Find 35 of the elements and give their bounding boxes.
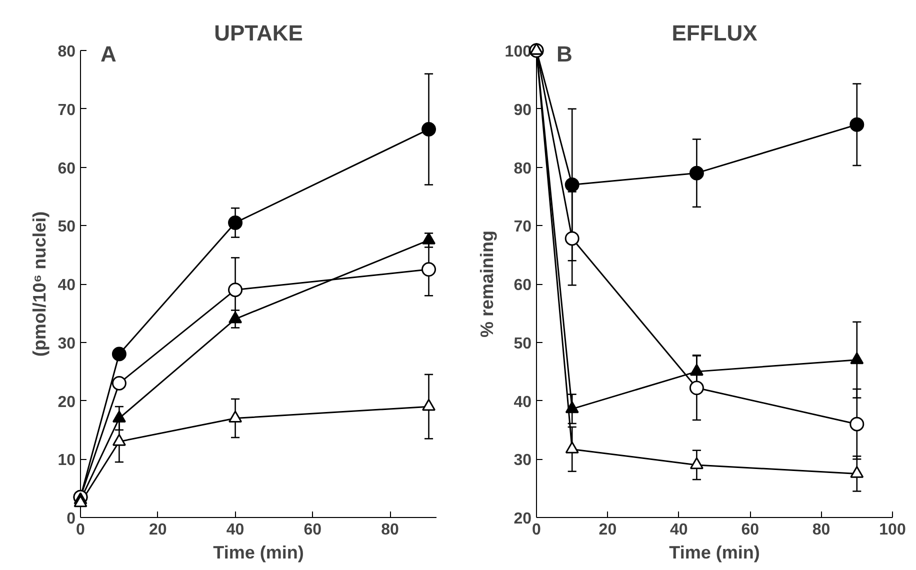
chart-title: UPTAKE [214,20,303,46]
x-tick-label: 60 [304,522,322,538]
y-tick-label: 60 [58,160,76,178]
y-tick-label: 100 [504,44,532,60]
y-tick-label: 40 [58,277,76,294]
y-tick-label: 10 [58,452,76,470]
x-tick-label: 40 [670,522,688,538]
y-tick-label: 80 [514,160,532,178]
x-tick-label: 20 [598,522,617,538]
y-tick-label: 70 [58,102,76,119]
x-tick-label: 60 [741,522,760,538]
y-tick-label: 20 [514,510,532,528]
y-tick-label: 30 [58,335,76,352]
x-axis-title: Time (min) [213,542,304,562]
x-tick-label: 100 [879,522,906,538]
y-tick-label: 0 [66,510,76,528]
x-axis-title: Time (min) [669,542,760,562]
annotation: B [556,42,572,66]
y-tick-label: 80 [58,44,76,60]
x-tick-label: 80 [812,522,830,538]
y-axis-title: % remaining [476,230,497,338]
x-tick-label: 80 [381,522,400,538]
y-tick-label: 50 [58,218,76,236]
y-axis-title: (pmol/10⁶ nuclei) [30,211,50,357]
y-tick-label: 30 [514,452,532,470]
y-tick-label: 50 [514,335,532,352]
y-tick-label: 60 [514,277,532,294]
y-tick-label: 20 [58,394,76,411]
x-tick-label: 40 [226,522,244,538]
x-tick-label: 20 [148,522,167,538]
y-tick-label: 70 [514,218,532,236]
annotation: A [100,42,116,66]
y-tick-label: 40 [514,394,532,411]
chart-title: EFFLUX [672,20,758,46]
y-tick-label: 90 [514,102,532,119]
